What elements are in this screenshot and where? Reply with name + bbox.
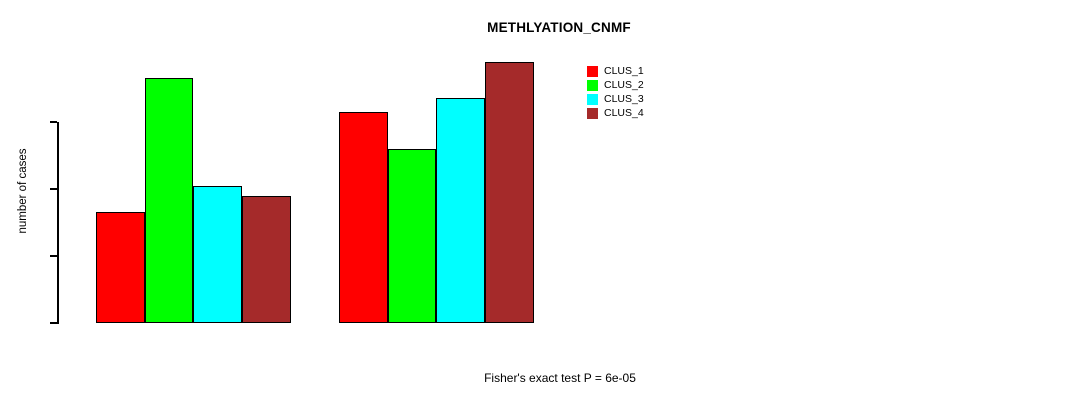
legend-label: CLUS_4 [604,107,644,119]
legend-swatch-clus_1 [587,65,598,77]
legend-label: CLUS_3 [604,93,644,105]
annotation-text: Fisher's exact test P = 6e-05 [484,371,636,385]
bar-clus_2-group-1 [144,78,194,323]
legend-swatch-clus_2 [587,79,598,91]
bar-clus_1-group-2 [339,111,388,323]
bar-clus_4-group-1 [242,195,291,323]
chart-title: METHLYATION_CNMF [487,20,631,35]
legend-swatch-clus_3 [587,93,598,105]
bar-clus_2-group-2 [387,148,437,323]
legend-swatch-clus_4 [587,107,598,119]
bar-clus_4-group-2 [485,61,534,323]
bar-clus_1-group-1 [96,212,145,323]
y-tick-mark [50,188,57,190]
y-tick-mark [50,255,57,257]
y-tick-mark [50,322,57,324]
y-axis-label: number of cases [17,148,29,234]
legend-item-clus_4: CLUS_4 [587,107,644,119]
legend-item-clus_1: CLUS_1 [587,65,644,77]
bar-clus_3-group-2 [436,98,486,323]
legend-item-clus_3: CLUS_3 [587,93,644,105]
bar-clus_3-group-1 [193,185,243,323]
legend-item-clus_2: CLUS_2 [587,79,644,91]
legend-label: CLUS_2 [604,79,644,91]
y-tick-mark [50,121,57,123]
legend-label: CLUS_1 [604,65,644,77]
y-axis-line [57,121,59,324]
